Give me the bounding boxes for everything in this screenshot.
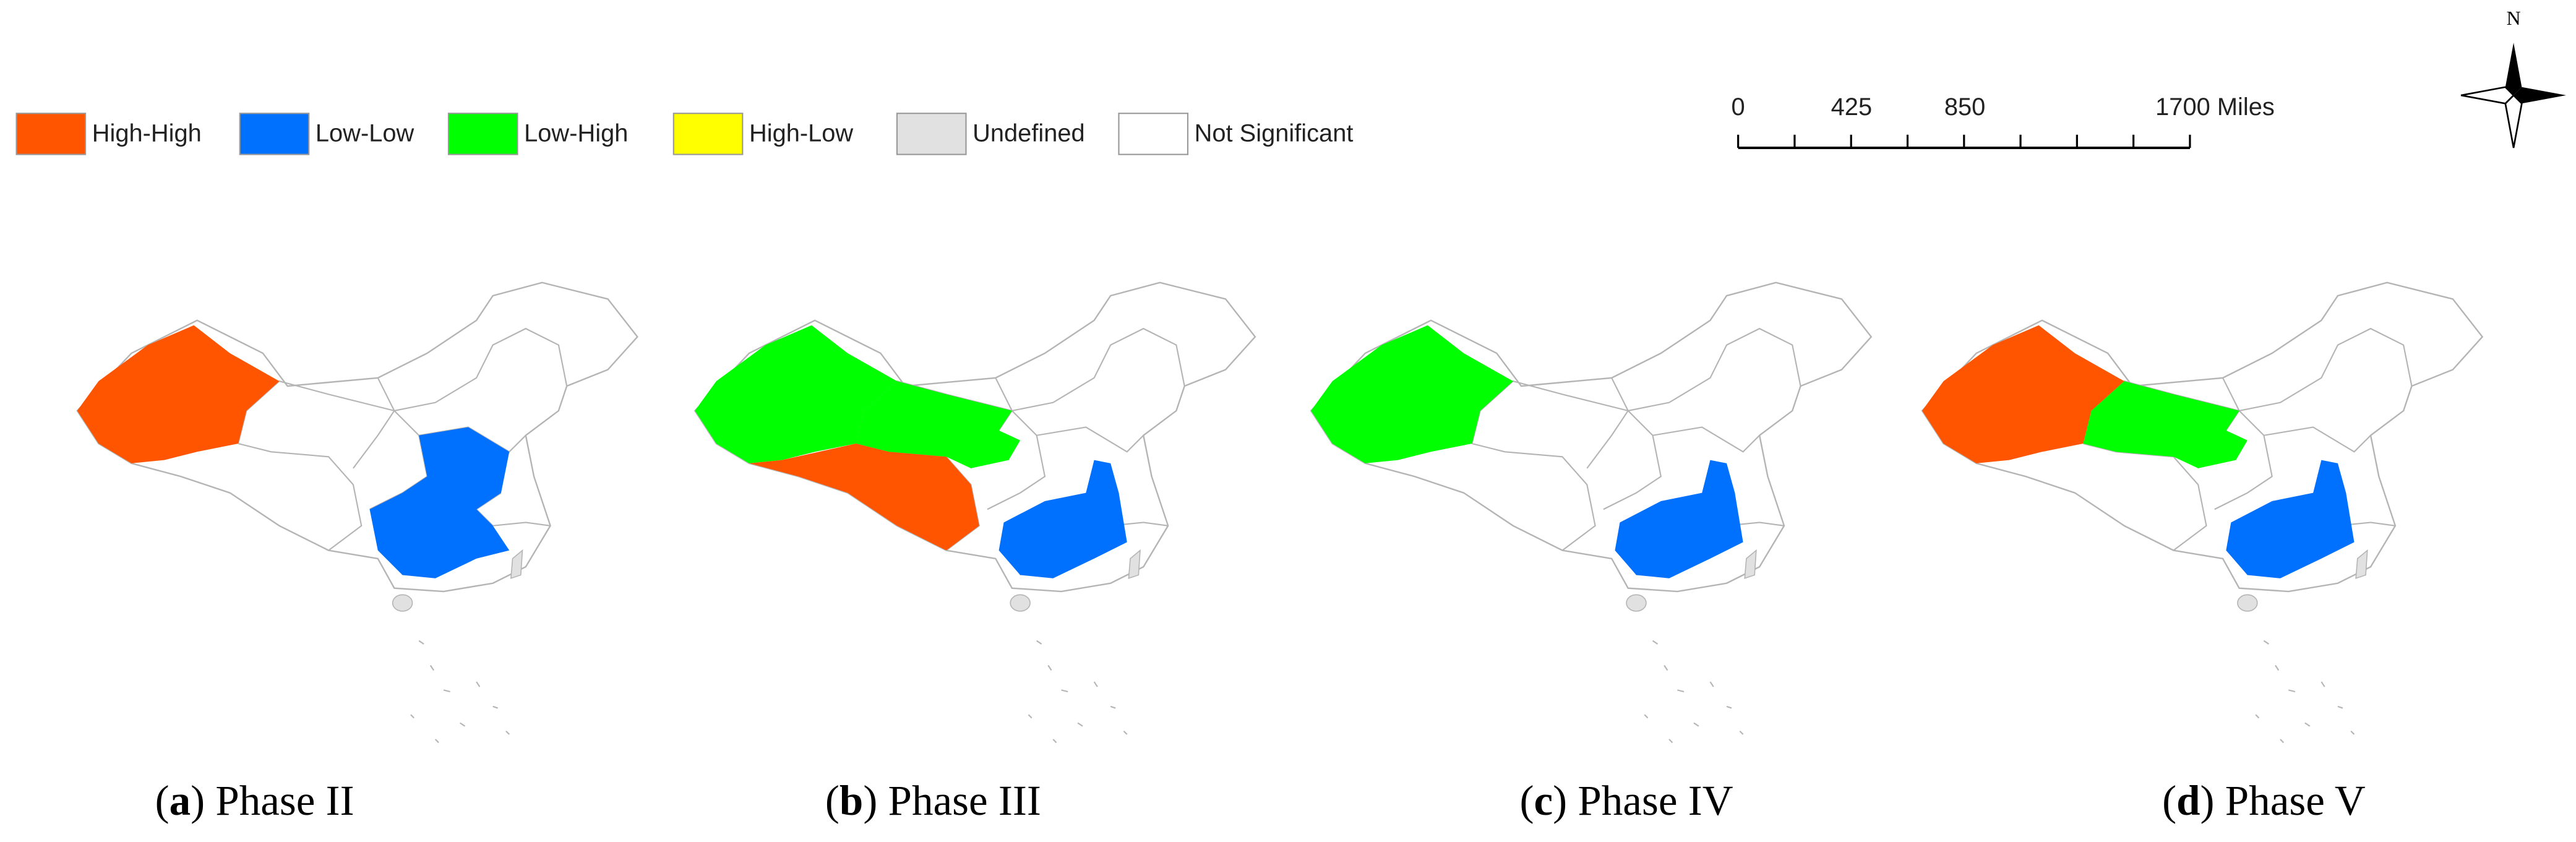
legend-swatch (447, 113, 518, 155)
caption-part: b (839, 776, 863, 824)
scale-label: 425 (1831, 93, 1872, 121)
north-label: N (2507, 7, 2521, 29)
scale-label: 0 (1732, 93, 1745, 121)
caption-part: c (1534, 776, 1553, 824)
legend-label: High-High (92, 119, 202, 147)
map-c (1310, 281, 1872, 744)
legend-label: Not Significant (1195, 119, 1354, 147)
caption: (d) Phase V (2162, 776, 2366, 824)
caption-part: ) Phase IV (1553, 776, 1733, 824)
caption-part: ) Phase II (191, 776, 354, 824)
scale-label: 1700 Miles (2155, 93, 2275, 121)
legend-swatch (1118, 113, 1189, 155)
map-b (694, 281, 1256, 744)
caption: (c) Phase IV (1520, 776, 1733, 824)
legend-label: Low-High (524, 119, 628, 147)
legend-label: Undefined (972, 119, 1085, 147)
legend-label: High-Low (749, 119, 853, 147)
caption-part: ( (825, 776, 839, 824)
caption: (b) Phase III (825, 776, 1041, 824)
captions: (a) Phase II (b) Phase III (c) Phase IV (d)… (155, 776, 2366, 824)
caption: (a) Phase II (155, 776, 354, 824)
caption-part: d (2176, 776, 2200, 824)
caption-part: ) Phase III (863, 776, 1041, 824)
legend: High-High Low-Low Low-High High-Low Undefine… (15, 113, 1354, 155)
caption-part: ( (1520, 776, 1534, 824)
caption-part: a (170, 776, 191, 824)
caption-part: ( (2162, 776, 2176, 824)
north-arrow: N (2460, 7, 2567, 148)
caption-part: ( (155, 776, 170, 824)
legend-swatch (672, 113, 744, 155)
legend-swatch (15, 113, 87, 155)
scale-bar: 0 425 850 1700 Miles (1732, 93, 2275, 149)
legend-swatch (896, 113, 967, 155)
map-a (76, 281, 638, 744)
map-d (1921, 281, 2483, 744)
scale-label: 850 (1944, 93, 1985, 121)
legend-swatch (239, 113, 310, 155)
legend-label: Low-Low (316, 119, 414, 147)
caption-part: ) Phase V (2200, 776, 2366, 824)
